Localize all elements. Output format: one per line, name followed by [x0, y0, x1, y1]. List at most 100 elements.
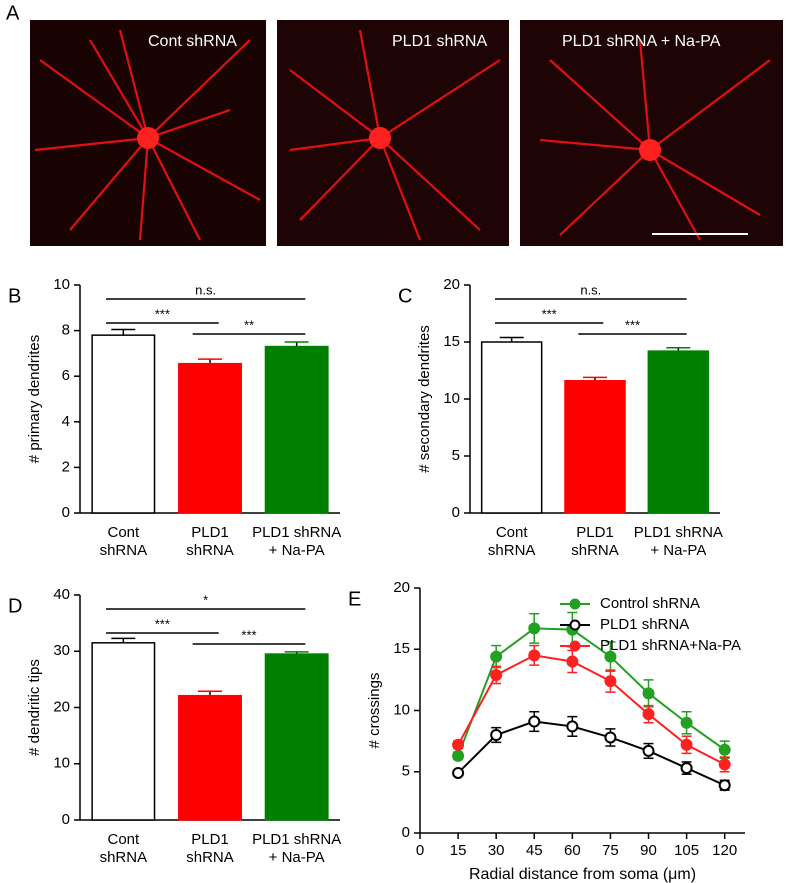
y-tick-label: 10: [53, 276, 70, 293]
x-tick-label: Cont shRNA: [100, 831, 148, 866]
x-tick-label: 15: [450, 842, 467, 859]
x-tick-label: Cont shRNA: [100, 524, 148, 559]
panel-label: D: [8, 595, 22, 617]
y-tick-label: 10: [443, 390, 460, 407]
x-tick-label: PLD1 shRNA + Na-PA: [252, 831, 341, 866]
marker: [528, 715, 541, 728]
x-axis-label: Radial distance from soma (μm): [469, 866, 696, 883]
y-tick-label: 4: [62, 413, 70, 430]
x-tick-label: 90: [640, 842, 657, 859]
marker: [452, 738, 465, 751]
line: [457, 654, 726, 766]
neuron: [34, 29, 771, 241]
marker: [680, 716, 693, 729]
significance-label: ***: [241, 627, 256, 642]
marker: [452, 766, 465, 779]
y-tick-label: 20: [53, 698, 70, 715]
panel-label: C: [398, 285, 412, 307]
marker: [452, 749, 465, 762]
bar: [178, 362, 242, 514]
line: [457, 627, 726, 757]
y-tick-label: 0: [62, 811, 70, 828]
y-tick-label: 5: [402, 763, 410, 780]
marker: [490, 650, 503, 663]
marker: [604, 650, 617, 663]
y-tick-label: 8: [62, 322, 70, 339]
image-caption: Cont shRNA: [148, 33, 237, 50]
marker: [718, 758, 731, 771]
x-tick-label: 105: [674, 842, 699, 859]
significance-label: **: [244, 317, 254, 332]
marker: [680, 738, 693, 751]
significance-label: ***: [542, 306, 557, 321]
x-tick-label: 75: [602, 842, 619, 859]
soma: [137, 127, 159, 149]
significance-label: ***: [625, 317, 640, 332]
y-axis-label: # dendritic tips: [26, 659, 43, 756]
y-tick-label: 6: [62, 367, 70, 384]
micrograph: [277, 20, 509, 246]
y-tick-label: 20: [393, 579, 410, 596]
significance-label: n.s.: [580, 282, 601, 297]
bar: [91, 334, 156, 514]
bar: [480, 341, 543, 514]
marker: [566, 655, 579, 668]
marker: [528, 649, 541, 662]
x-tick-label: PLD1 shRNA: [186, 524, 234, 559]
x-tick-label: 0: [416, 842, 424, 859]
x-tick-label: 60: [564, 842, 581, 859]
bar: [91, 642, 156, 821]
bar: [264, 653, 329, 821]
image-caption: PLD1 shRNA: [392, 33, 487, 50]
soma: [369, 127, 391, 149]
panel-label: A: [6, 2, 20, 24]
x-tick-label: PLD1 shRNA: [571, 524, 619, 559]
x-tick-label: Cont shRNA: [488, 524, 536, 559]
marker: [528, 622, 541, 635]
panel-label: E: [348, 588, 361, 610]
legend-label: Control shRNA: [600, 595, 700, 612]
y-tick-label: 30: [53, 642, 70, 659]
panel-label: B: [8, 285, 21, 307]
marker: [604, 731, 617, 744]
x-tick-label: PLD1 shRNA + Na-PA: [252, 524, 341, 559]
bar: [647, 350, 710, 514]
marker: [566, 720, 579, 733]
y-tick-label: 40: [53, 586, 70, 603]
legend-marker: [569, 640, 581, 652]
legend-label: PLD1 shRNA: [600, 616, 689, 633]
marker: [490, 729, 503, 741]
x-tick-label: 30: [488, 842, 505, 859]
x-tick-label: PLD1 shRNA + Na-PA: [634, 524, 723, 559]
y-tick-label: 10: [53, 755, 70, 772]
y-tick-label: 15: [443, 333, 460, 350]
x-tick-label: 45: [526, 842, 543, 859]
y-tick-label: 5: [452, 447, 460, 464]
marker: [642, 744, 655, 757]
x-tick-label: 120: [712, 842, 737, 859]
legend-marker: [569, 598, 581, 610]
y-tick-label: 20: [443, 276, 460, 293]
x-tick-label: PLD1 shRNA: [186, 831, 234, 866]
legend-label: PLD1 shRNA+Na-PA: [600, 637, 741, 654]
line: [457, 720, 726, 787]
marker: [490, 668, 503, 681]
y-tick-label: 15: [393, 640, 410, 657]
y-tick-label: 2: [62, 458, 70, 475]
y-axis-label: # crossings: [366, 673, 383, 749]
micrograph: [520, 20, 783, 246]
y-tick-label: 10: [393, 701, 410, 718]
bar: [178, 694, 242, 821]
marker: [718, 743, 731, 756]
y-tick-label: 0: [62, 504, 70, 521]
significance-label: ***: [155, 616, 170, 631]
y-tick-label: 0: [452, 504, 460, 521]
significance-label: ***: [155, 306, 170, 321]
marker: [642, 687, 655, 700]
bar: [264, 345, 329, 514]
marker: [680, 762, 693, 775]
significance-label: *: [203, 592, 208, 607]
panel-a: A Cont shRNA PLD1 shRNA PLD1 shRNA + Na-…: [6, 2, 783, 246]
marker: [604, 675, 617, 688]
y-tick-label: 0: [402, 824, 410, 841]
